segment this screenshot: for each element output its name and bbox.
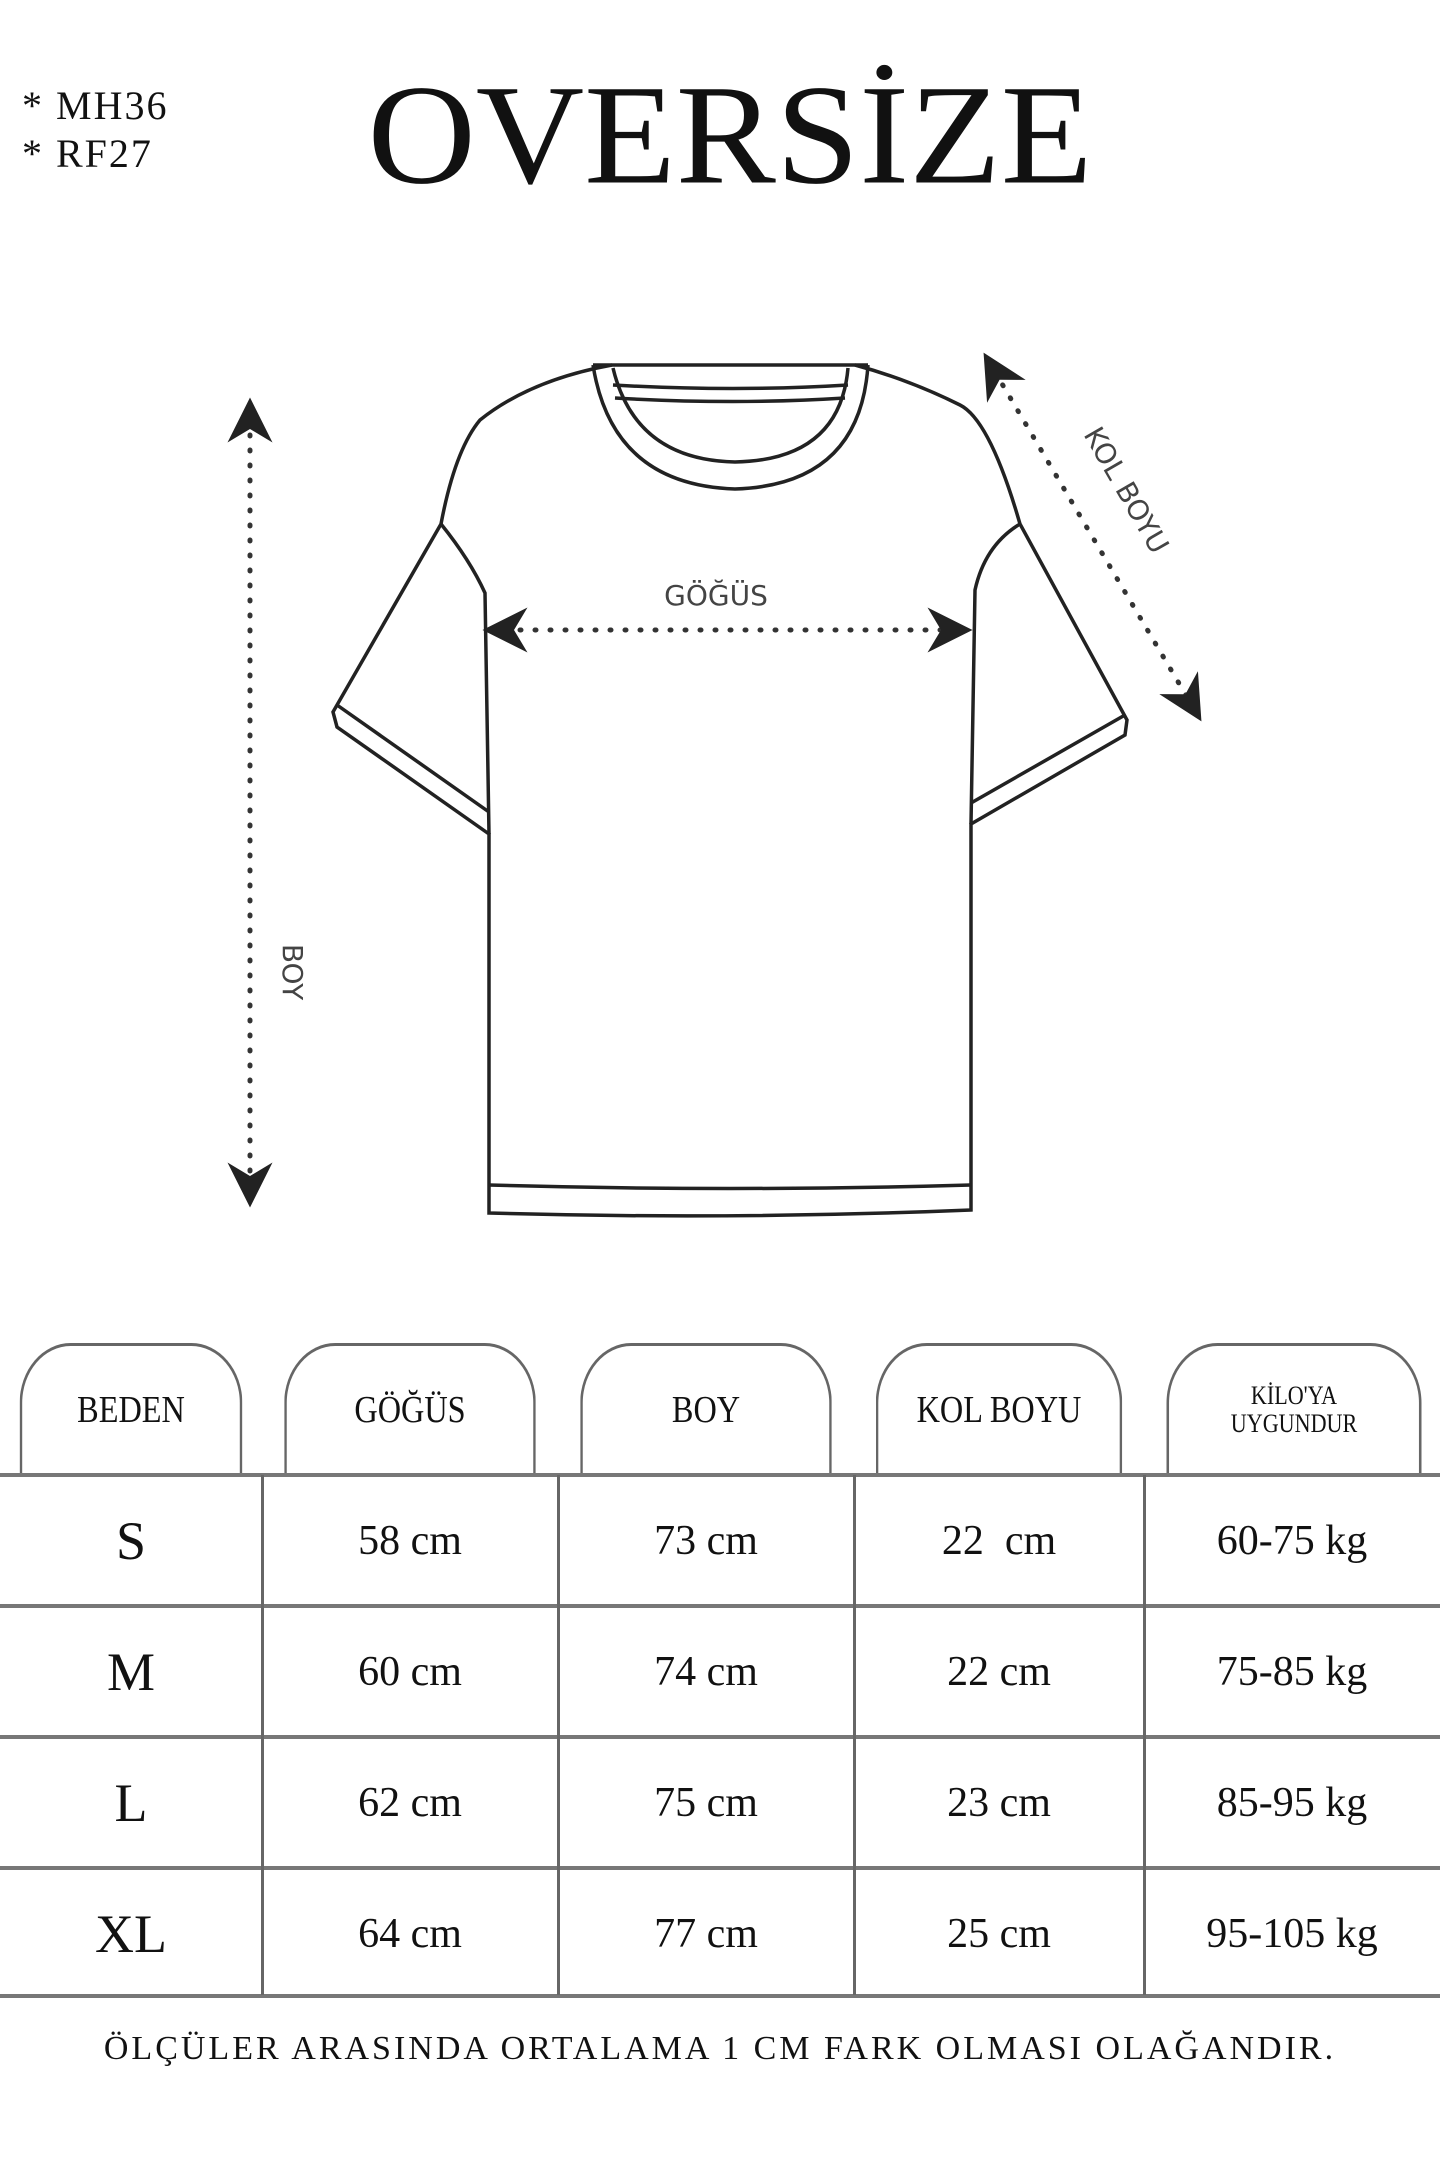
cell-sleeve: 25 cm — [947, 1910, 1051, 1957]
cell-chest: 62 cm — [358, 1779, 462, 1826]
cell-size: L — [114, 1772, 148, 1833]
divider — [0, 1866, 1440, 1870]
header-size: BEDEN — [19, 1343, 243, 1473]
cell-chest: 60 cm — [358, 1648, 462, 1695]
cell-size: M — [106, 1641, 155, 1702]
cell-size: XL — [95, 1903, 167, 1964]
cell-weight: 85-95 kg — [1216, 1779, 1368, 1826]
divider — [557, 1475, 560, 1995]
footer-note: ÖLÇÜLER ARASINDA ORTALAMA 1 CM FARK OLMA… — [103, 2030, 1337, 2067]
divider — [0, 1994, 1440, 1998]
tshirt-outline — [331, 363, 1129, 1218]
product-code: * RF27 — [22, 131, 153, 176]
cell-sleeve: 22 cm — [941, 1517, 1057, 1564]
cell-weight: 60-75 kg — [1216, 1517, 1368, 1564]
divider — [1143, 1475, 1146, 1995]
product-code: * MH36 — [22, 83, 169, 128]
divider — [261, 1475, 264, 1995]
page-title: OVERSİZE — [367, 56, 1093, 214]
cell-weight: 95-105 kg — [1206, 1910, 1378, 1957]
header-sleeve: KOL BOYU — [875, 1343, 1123, 1473]
sleeve-label: KOL BOYU — [1077, 421, 1176, 559]
tshirt-diagram: GÖĞÜS BOY KOL BOYU — [227, 352, 1202, 1218]
cell-sleeve: 22 cm — [947, 1648, 1051, 1695]
cell-chest: 58 cm — [358, 1517, 462, 1564]
divider — [0, 1735, 1440, 1739]
divider — [853, 1475, 856, 1995]
cell-chest: 64 cm — [358, 1910, 462, 1957]
cell-length: 73 cm — [654, 1517, 758, 1564]
cell-length: 75 cm — [654, 1779, 758, 1826]
cell-length: 77 cm — [654, 1910, 758, 1957]
length-label: BOY — [276, 944, 309, 1001]
header-weight: KİLO'YA UYGUNDUR — [1166, 1343, 1422, 1473]
header-length: BOY — [580, 1343, 832, 1473]
cell-sleeve: 23 cm — [947, 1779, 1051, 1826]
divider — [0, 1604, 1440, 1608]
header-chest: GÖĞÜS — [284, 1343, 536, 1473]
product-codes: * MH36 * RF27 — [22, 82, 168, 178]
cell-weight: 75-85 kg — [1216, 1648, 1368, 1695]
cell-length: 74 cm — [654, 1648, 758, 1695]
cell-size: S — [115, 1510, 147, 1571]
divider — [0, 1473, 1440, 1477]
chest-label: GÖĞÜS — [664, 578, 768, 612]
